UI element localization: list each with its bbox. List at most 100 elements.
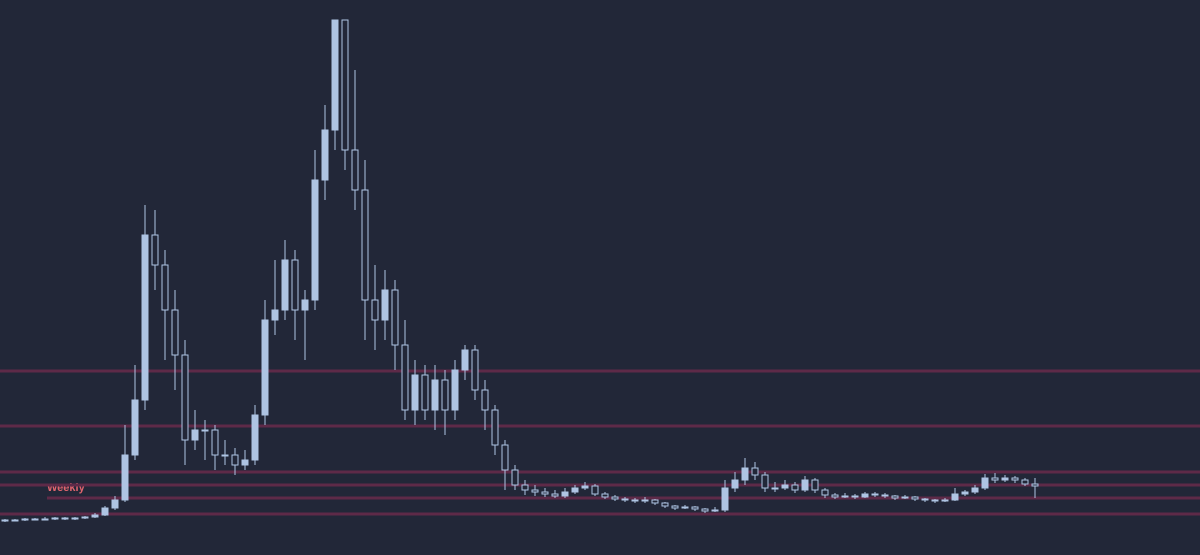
candle-body	[291, 259, 299, 311]
candle-body	[121, 454, 129, 501]
candle-body	[901, 496, 909, 499]
candle-body	[711, 509, 719, 512]
candle-body	[501, 444, 509, 471]
candle-body	[191, 429, 199, 441]
candle-body	[341, 19, 349, 151]
candle-body	[331, 19, 339, 131]
candle-body	[391, 289, 399, 346]
candle-body	[991, 477, 999, 481]
candle-body	[801, 479, 809, 491]
candle-body	[621, 498, 629, 501]
candle-body	[571, 487, 579, 493]
candle-body	[831, 494, 839, 498]
candle-body	[471, 349, 479, 391]
candle-body	[651, 499, 659, 504]
candle-body	[971, 487, 979, 493]
candle-body	[271, 309, 279, 321]
candle-body	[71, 517, 79, 520]
candle-body	[841, 495, 849, 498]
candle-body	[951, 493, 959, 501]
candle-body	[221, 454, 229, 457]
candle-body	[861, 493, 869, 498]
candle-body	[941, 499, 949, 502]
candle-body	[101, 507, 109, 516]
candle-body	[921, 498, 929, 501]
candle-body	[541, 491, 549, 495]
candle-body	[1021, 479, 1029, 485]
candle-body	[351, 149, 359, 191]
candle-body	[591, 485, 599, 495]
candle-body	[91, 514, 99, 518]
candle-body	[211, 429, 219, 456]
candle-body	[201, 429, 209, 432]
candle-body	[421, 374, 429, 411]
candle-body	[31, 518, 39, 521]
candle-body	[441, 379, 449, 411]
candle-body	[691, 506, 699, 510]
candle-body	[311, 179, 319, 301]
candle-body	[791, 484, 799, 491]
candle-body	[181, 354, 189, 441]
candle-body	[281, 259, 289, 311]
candle-body	[581, 485, 589, 489]
candle-body	[251, 414, 259, 461]
candle-body	[611, 496, 619, 500]
candle-body	[1031, 483, 1039, 487]
candle-body	[631, 499, 639, 502]
candle-body	[231, 454, 239, 466]
candle-body	[371, 299, 379, 321]
candle-body	[701, 508, 709, 512]
candle-body	[21, 518, 29, 521]
candle-body	[61, 517, 69, 520]
candle-body	[131, 399, 139, 456]
candle-body	[1, 519, 9, 522]
candle-body	[81, 516, 89, 519]
candle-body	[381, 289, 389, 321]
candle-body	[261, 319, 269, 416]
candle-body	[531, 489, 539, 493]
candle-body	[641, 499, 649, 502]
candle-body	[771, 487, 779, 490]
candle-body	[961, 491, 969, 495]
candle-body	[751, 467, 759, 476]
candle-body	[41, 518, 49, 521]
candle-body	[511, 469, 519, 486]
candle-body	[871, 493, 879, 496]
candle-body	[451, 369, 459, 411]
candle-body	[11, 519, 19, 522]
candle-body	[931, 499, 939, 502]
candle-body	[321, 129, 329, 181]
candle-body	[51, 517, 59, 520]
candle-body	[171, 309, 179, 356]
candle-body	[781, 484, 789, 489]
candle-body	[161, 264, 169, 311]
candle-body	[521, 484, 529, 491]
candle-body	[851, 495, 859, 498]
candle-body	[891, 495, 899, 499]
candle-body	[661, 502, 669, 507]
candle-body	[141, 234, 149, 401]
candle-body	[1011, 477, 1019, 481]
candle-body	[821, 489, 829, 496]
candle-body	[301, 299, 309, 311]
candle-body	[731, 479, 739, 489]
candle-body	[671, 505, 679, 509]
candle-body	[561, 491, 569, 497]
candle-body	[761, 474, 769, 489]
candle-body	[111, 499, 119, 509]
candle-body	[551, 493, 559, 497]
candle-body	[811, 479, 819, 491]
candle-body	[431, 379, 439, 411]
candle-body	[721, 487, 729, 511]
candle-body	[1001, 477, 1009, 481]
candle-body	[241, 459, 249, 466]
candle-body	[881, 494, 889, 497]
candle-body	[481, 389, 489, 411]
candle-body	[401, 344, 409, 411]
candle-body	[911, 496, 919, 500]
candle-body	[681, 506, 689, 509]
candle-body	[361, 189, 369, 301]
candle-body	[411, 374, 419, 411]
